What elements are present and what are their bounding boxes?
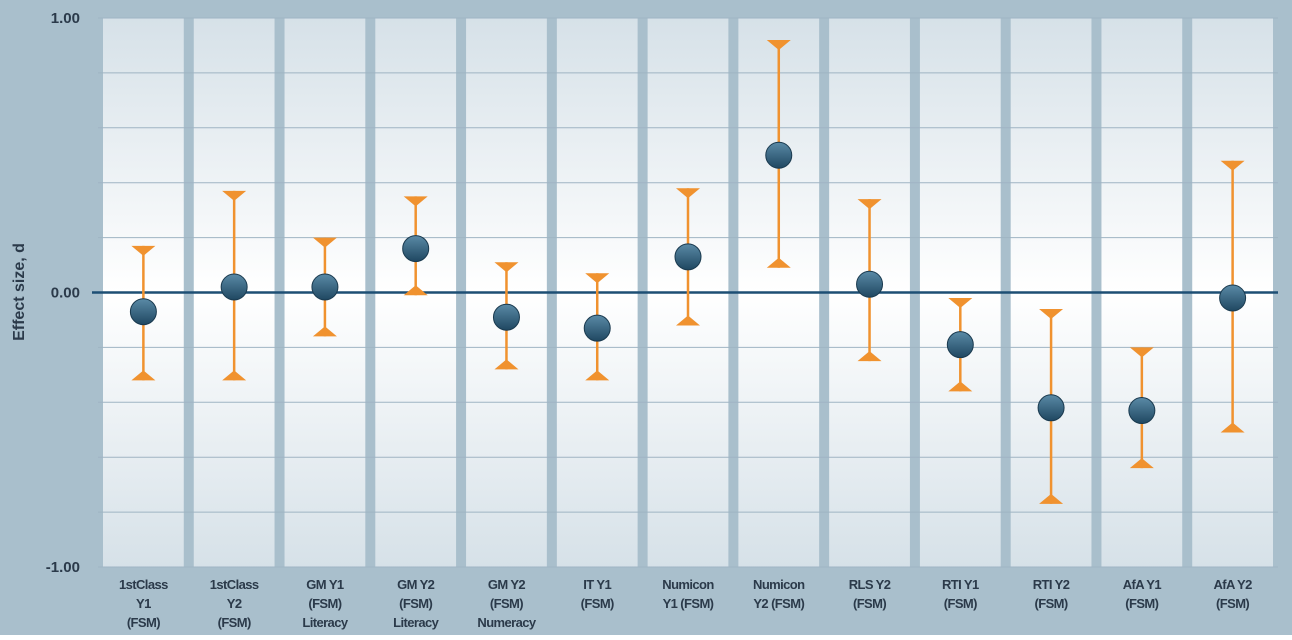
ci-lower-cap: [1220, 422, 1245, 433]
ci-upper-cap: [948, 297, 973, 308]
x-tick-label: IT Y1: [583, 577, 611, 592]
ci-upper-cap: [131, 245, 156, 256]
ci-lower-cap: [131, 370, 156, 381]
y-axis-ticks: 1.00 0.00 -1.00: [46, 10, 80, 576]
x-tick-label: (FSM): [399, 596, 432, 611]
x-tick-label: Literacy: [393, 615, 439, 630]
x-tick-label: RTI Y1: [942, 577, 979, 592]
x-tick-label: Y1 (FSM): [663, 596, 714, 611]
x-tick-label: (FSM): [490, 596, 523, 611]
x-tick-label: Y2: [227, 596, 242, 611]
x-tick-label: 1stClass: [119, 577, 168, 592]
ci-lower-cap: [403, 285, 428, 296]
ci-lower-cap: [1039, 493, 1064, 504]
x-tick-label: Numicon: [753, 577, 805, 592]
x-tick-label: (FSM): [853, 596, 886, 611]
x-tick-label: (FSM): [1216, 596, 1249, 611]
x-tick-label: Y2 (FSM): [753, 596, 804, 611]
x-tick-label: (FSM): [944, 596, 977, 611]
ci-upper-cap: [585, 273, 610, 284]
ci-upper-cap: [312, 237, 337, 248]
effect-size-point: [402, 235, 430, 263]
effect-size-point: [1219, 284, 1247, 312]
x-tick-label: AfA Y2: [1213, 577, 1252, 592]
effect-size-point: [220, 273, 248, 301]
ci-upper-cap: [857, 199, 882, 210]
ci-upper-cap: [1039, 308, 1064, 319]
x-tick-label: (FSM): [218, 615, 251, 630]
x-axis-labels: 1stClass Y1 (FSM) 1stClass Y2 (FSM) GM Y1 (FSM)…: [119, 577, 1253, 630]
effect-size-point: [1128, 397, 1156, 425]
ci-lower-cap: [494, 359, 519, 370]
ci-upper-cap: [222, 190, 247, 201]
ci-lower-cap: [948, 381, 973, 392]
x-tick-label: (FSM): [1125, 596, 1158, 611]
ci-lower-cap: [222, 370, 247, 381]
x-tick-label: Y1: [136, 596, 151, 611]
x-tick-label: Numicon: [662, 577, 714, 592]
x-tick-label: GM Y1: [306, 577, 344, 592]
ci-lower-cap: [585, 370, 610, 381]
effect-size-point: [492, 303, 520, 331]
ci-lower-cap: [766, 257, 791, 268]
x-tick-label: (FSM): [127, 615, 160, 630]
x-tick-label: RTI Y2: [1033, 577, 1070, 592]
y-tick-label: 0.00: [51, 285, 80, 302]
x-tick-label: GM Y2: [397, 577, 435, 592]
x-tick-label: (FSM): [308, 596, 341, 611]
x-tick-label: (FSM): [581, 596, 614, 611]
x-tick-label: RLS Y2: [849, 577, 891, 592]
effect-size-point: [856, 270, 884, 298]
x-tick-label: 1stClass: [210, 577, 259, 592]
y-tick-label: 1.00: [51, 10, 80, 27]
effect-size-point: [1037, 394, 1065, 422]
effect-size-points: [129, 141, 1247, 425]
ci-lower-cap: [676, 315, 700, 326]
x-tick-label: Literacy: [302, 615, 348, 630]
x-tick-label: Numeracy: [477, 615, 536, 630]
ci-upper-cap: [494, 262, 519, 273]
x-tick-label: GM Y2: [488, 577, 526, 592]
ci-upper-cap: [1129, 347, 1154, 358]
y-tick-label: -1.00: [46, 559, 80, 576]
ci-upper-cap: [766, 39, 791, 50]
x-tick-label: (FSM): [1035, 596, 1068, 611]
x-tick-label: AfA Y1: [1123, 577, 1162, 592]
ci-upper-cap: [676, 188, 700, 199]
effect-size-point: [674, 243, 702, 271]
ci-lower-cap: [312, 326, 337, 337]
ci-lower-cap: [857, 351, 882, 362]
effect-size-point: [765, 141, 793, 169]
effect-size-point: [311, 273, 339, 301]
ci-upper-cap: [1220, 160, 1245, 171]
y-axis-title: Effect size, d: [11, 243, 28, 341]
effect-size-point: [129, 298, 157, 326]
effect-size-point: [946, 331, 974, 359]
ci-lower-cap: [1129, 458, 1154, 469]
ci-upper-cap: [403, 196, 428, 207]
effect-size-point: [583, 314, 611, 342]
